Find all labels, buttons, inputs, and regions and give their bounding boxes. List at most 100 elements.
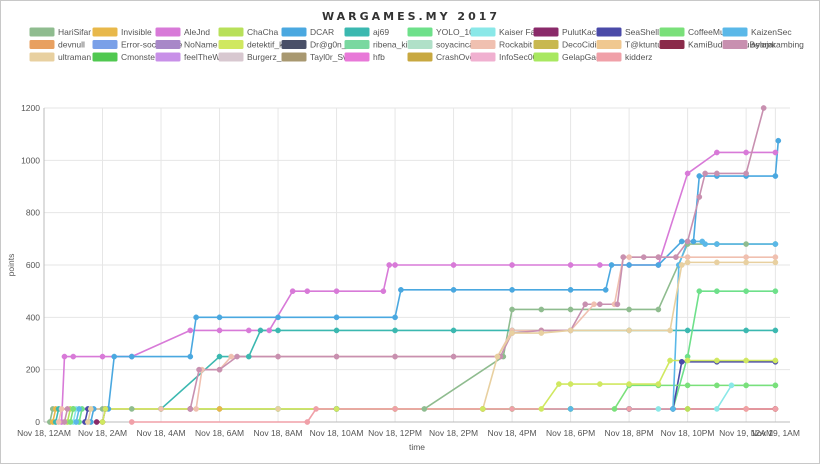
data-point xyxy=(772,173,779,179)
data-point xyxy=(509,406,515,412)
data-point xyxy=(684,238,691,245)
data-point xyxy=(714,382,720,389)
data-point xyxy=(714,406,720,412)
data-point xyxy=(620,254,627,260)
legend-label: Invisible xyxy=(121,27,152,37)
data-point xyxy=(775,137,782,144)
legend-swatch xyxy=(470,27,496,37)
data-point xyxy=(772,288,779,295)
data-point xyxy=(216,366,223,373)
data-point xyxy=(158,406,164,412)
legend-swatch xyxy=(281,40,307,49)
data-point xyxy=(743,254,749,260)
data-point xyxy=(626,254,632,260)
data-point xyxy=(187,406,194,412)
legend-label: Error-sock-more xyxy=(121,40,183,50)
data-point xyxy=(386,262,393,268)
data-point xyxy=(187,353,194,360)
data-point xyxy=(655,254,662,260)
data-point xyxy=(582,301,589,308)
data-point xyxy=(450,327,457,334)
y-tick-label: 0 xyxy=(35,417,40,427)
data-point xyxy=(626,327,632,334)
legend-swatch xyxy=(218,27,244,37)
data-point xyxy=(626,406,632,412)
x-tick-label: Nov 18, 8PM xyxy=(605,428,654,438)
data-point xyxy=(380,288,387,295)
legend-swatch xyxy=(596,40,622,49)
series-line xyxy=(69,384,776,423)
data-point xyxy=(245,327,252,334)
x-tick-label: Nov 18, 10AM xyxy=(310,428,364,438)
data-point xyxy=(494,353,501,360)
data-point xyxy=(702,170,709,177)
data-point xyxy=(702,241,709,247)
data-point xyxy=(128,353,135,360)
y-tick-label: 400 xyxy=(26,312,40,322)
y-tick-label: 1000 xyxy=(21,155,40,165)
legend-swatch xyxy=(155,27,181,37)
y-tick-label: 600 xyxy=(26,260,40,270)
data-point xyxy=(228,353,235,360)
data-point xyxy=(714,241,720,247)
data-point xyxy=(216,314,223,321)
legend-label: kidderz xyxy=(625,52,652,62)
data-point xyxy=(61,419,68,425)
series-line xyxy=(84,361,776,423)
data-point xyxy=(538,306,545,313)
legend-swatch xyxy=(407,52,433,62)
legend-swatch xyxy=(407,27,433,37)
data-point xyxy=(743,327,749,334)
legend-label: aj69 xyxy=(373,27,389,37)
legend-swatch xyxy=(218,52,244,62)
data-point xyxy=(538,330,545,336)
data-point xyxy=(743,406,749,412)
data-point xyxy=(128,406,135,412)
data-point xyxy=(684,254,691,260)
legend-label: YOLO_101 xyxy=(436,27,479,37)
legend-label: NoName xyxy=(184,40,218,50)
data-point xyxy=(193,406,199,412)
data-point xyxy=(678,358,685,365)
legend-swatch xyxy=(344,40,370,49)
legend-label: KaizenSec xyxy=(751,27,792,37)
data-point xyxy=(509,287,515,293)
x-tick-label: Nov 18, 4PM xyxy=(488,428,537,438)
data-point xyxy=(304,288,311,295)
legend-swatch xyxy=(29,27,55,37)
legend-label: hfb xyxy=(373,52,385,62)
data-point xyxy=(128,419,135,425)
data-point xyxy=(196,366,202,373)
legend-swatch xyxy=(722,27,748,37)
data-point xyxy=(392,353,398,360)
data-point xyxy=(102,406,109,412)
data-point xyxy=(567,262,574,268)
legend-label: ribena_kiddes xyxy=(373,40,426,50)
legend-label: ChaCha xyxy=(247,27,278,37)
data-point xyxy=(216,406,223,412)
series-line xyxy=(87,261,776,423)
data-point xyxy=(187,327,194,334)
data-point xyxy=(64,406,71,412)
data-point xyxy=(421,406,428,412)
legend-label: AleJnd xyxy=(184,27,210,37)
data-point xyxy=(70,353,77,360)
data-point xyxy=(696,173,703,179)
legend-label: CrashOverride xyxy=(436,52,492,62)
data-point xyxy=(333,353,340,360)
series-line xyxy=(57,256,776,423)
x-axis-label: time xyxy=(409,442,425,452)
data-point xyxy=(392,262,398,268)
data-point xyxy=(772,254,779,260)
legend-label: soyacincau xyxy=(436,40,479,50)
legend-swatch xyxy=(218,40,244,49)
data-point xyxy=(690,238,697,245)
data-point xyxy=(479,406,486,412)
data-point xyxy=(743,149,749,156)
legend-swatch xyxy=(29,52,55,62)
legend-swatch xyxy=(470,52,496,62)
x-tick-label: Nov 18, 2PM xyxy=(429,428,478,438)
legend-label: InfoSec007 xyxy=(499,52,542,62)
legend-label: Cmonster xyxy=(121,52,158,62)
data-point xyxy=(678,262,685,268)
